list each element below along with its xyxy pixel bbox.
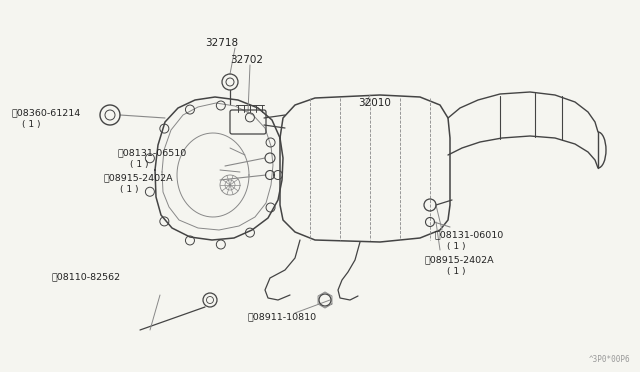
Text: Ⓦ08915-2402A: Ⓦ08915-2402A: [425, 255, 495, 264]
Text: ( 1 ): ( 1 ): [447, 267, 465, 276]
Text: ( 1 ): ( 1 ): [130, 160, 148, 169]
Text: Ⓑ08110-82562: Ⓑ08110-82562: [52, 272, 121, 281]
Text: Ⓝ08911-10810: Ⓝ08911-10810: [248, 312, 317, 321]
Text: 32702: 32702: [230, 55, 263, 65]
Text: Ⓢ08360-61214: Ⓢ08360-61214: [12, 108, 81, 117]
Text: ^3P0*00P6: ^3P0*00P6: [588, 355, 630, 364]
Text: Ⓦ08915-2402A: Ⓦ08915-2402A: [104, 173, 173, 182]
Text: ( 1 ): ( 1 ): [447, 242, 465, 251]
Text: Ⓑ08131-06010: Ⓑ08131-06010: [435, 230, 504, 239]
Text: ( 1 ): ( 1 ): [22, 120, 40, 129]
Text: Ⓑ08131-06510: Ⓑ08131-06510: [118, 148, 188, 157]
Text: 32010: 32010: [358, 98, 391, 108]
Text: ( 1 ): ( 1 ): [120, 185, 138, 194]
Text: 32718: 32718: [205, 38, 238, 48]
